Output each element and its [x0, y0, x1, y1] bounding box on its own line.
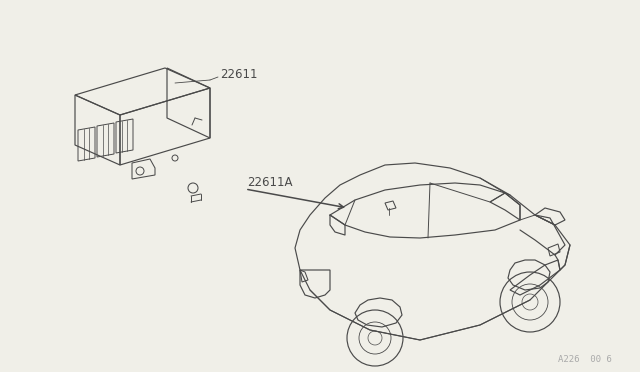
- Text: A226  00 6: A226 00 6: [558, 356, 612, 365]
- Text: 22611A: 22611A: [247, 176, 292, 189]
- Text: 22611: 22611: [220, 68, 257, 81]
